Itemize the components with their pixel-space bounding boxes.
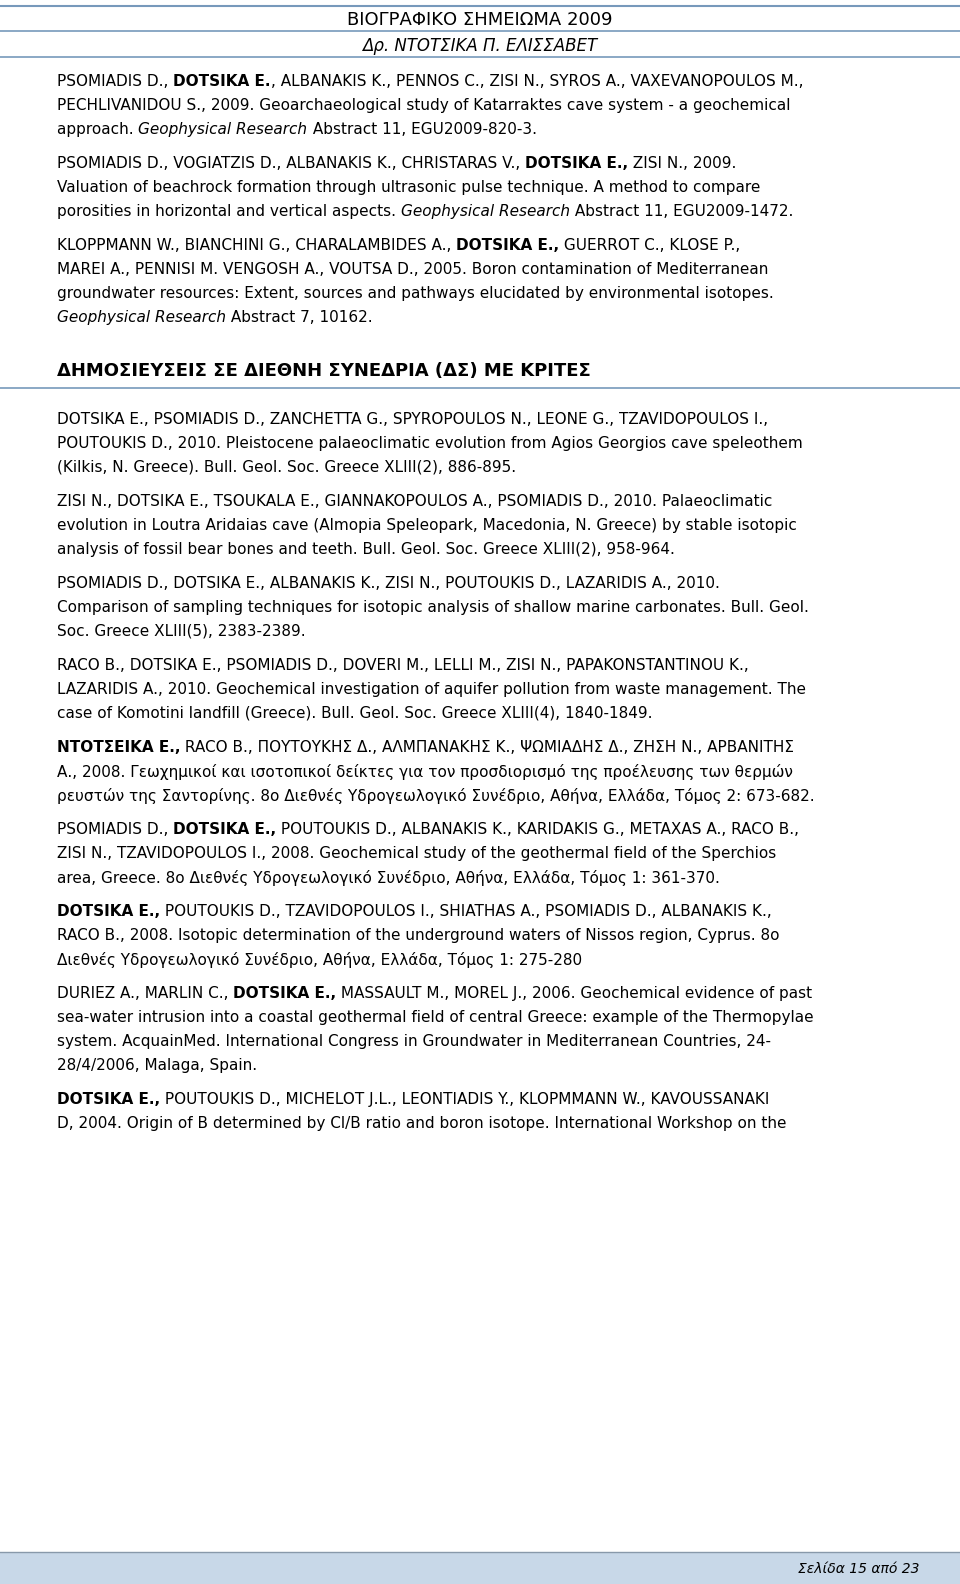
Text: RACO B., ΠΟΥΤΟΥΚΗΣ Δ., ΑΛΜΠΑΝΑΚΗΣ Κ., ΨΩΜΙΑΔΗΣ Δ., ΖΗΣΗ Ν., ΑΡΒΑΝΙΤΗΣ: RACO B., ΠΟΥΤΟΥΚΗΣ Δ., ΑΛΜΠΑΝΑΚΗΣ Κ., ΨΩ… bbox=[180, 740, 795, 756]
Text: Σελίδα 15 από 23: Σελίδα 15 από 23 bbox=[799, 1562, 920, 1576]
Text: DOTSIKA E.,: DOTSIKA E., bbox=[57, 904, 160, 919]
Text: POUTOUKIS D., ALBANAKIS K., KARIDAKIS G., METAXAS A., RACO B.,: POUTOUKIS D., ALBANAKIS K., KARIDAKIS G.… bbox=[276, 822, 800, 836]
Text: system. AcquainMed. International Congress in Groundwater in Mediterranean Count: system. AcquainMed. International Congre… bbox=[57, 1034, 771, 1049]
Text: POUTOUKIS D., 2010. Pleistocene palaeoclimatic evolution from Agios Georgios cav: POUTOUKIS D., 2010. Pleistocene palaeocl… bbox=[57, 436, 803, 451]
Text: evolution in Loutra Aridaias cave (Almopia Speleopark, Macedonia, N. Greece) by : evolution in Loutra Aridaias cave (Almop… bbox=[57, 518, 797, 532]
Text: Abstract 11, EGU2009-820-3.: Abstract 11, EGU2009-820-3. bbox=[307, 122, 537, 136]
Text: DOTSIKA E.,: DOTSIKA E., bbox=[456, 238, 560, 253]
Text: DOTSIKA E.,: DOTSIKA E., bbox=[233, 985, 337, 1001]
Text: PECHLIVANIDOU S., 2009. Geoarchaeological study of Katarraktes cave system - a g: PECHLIVANIDOU S., 2009. Geoarchaeologica… bbox=[57, 98, 790, 112]
Text: Valuation of beachrock formation through ultrasonic pulse technique. A method to: Valuation of beachrock formation through… bbox=[57, 181, 760, 195]
Text: sea-water intrusion into a coastal geothermal field of central Greece: example o: sea-water intrusion into a coastal geoth… bbox=[57, 1011, 814, 1025]
Text: DOTSIKA E.,: DOTSIKA E., bbox=[57, 1091, 160, 1107]
Text: Geophysical Research: Geophysical Research bbox=[401, 204, 570, 219]
Text: RACO B., 2008. Isotopic determination of the underground waters of Nissos region: RACO B., 2008. Isotopic determination of… bbox=[57, 928, 780, 942]
Text: PSOMIADIS D.,: PSOMIADIS D., bbox=[57, 74, 173, 89]
Text: groundwater resources: Extent, sources and pathways elucidated by environmental : groundwater resources: Extent, sources a… bbox=[57, 287, 774, 301]
Text: porosities in horizontal and vertical aspects.: porosities in horizontal and vertical as… bbox=[57, 204, 401, 219]
Text: analysis of fossil bear bones and teeth. Bull. Geol. Soc. Greece XLIII(2), 958-9: analysis of fossil bear bones and teeth.… bbox=[57, 542, 675, 558]
Text: DOTSIKA E.,: DOTSIKA E., bbox=[525, 155, 628, 171]
Text: ZISI N., TZAVIDOPOULOS I., 2008. Geochemical study of the geothermal field of th: ZISI N., TZAVIDOPOULOS I., 2008. Geochem… bbox=[57, 846, 777, 862]
Text: POUTOUKIS D., MICHELOT J.L., LEONTIADIS Y., KLOPMMANN W., KAVOUSSANAKI: POUTOUKIS D., MICHELOT J.L., LEONTIADIS … bbox=[160, 1091, 770, 1107]
Text: ρευστών της Σαντορίνης. 8ο Διεθνές Υδρογεωλογικό Συνέδριο, Αθήνα, Ελλάδα, Τόμος : ρευστών της Σαντορίνης. 8ο Διεθνές Υδρογ… bbox=[57, 787, 815, 805]
Text: Δρ. ΝΤΟΤΣΙΚΑ Π. ΕΛΙΣΣΑΒΕΤ: Δρ. ΝΤΟΤΣΙΚΑ Π. ΕΛΙΣΣΑΒΕΤ bbox=[363, 36, 597, 55]
Text: PSOMIADIS D.,: PSOMIADIS D., bbox=[57, 822, 173, 836]
Text: (Kilkis, N. Greece). Bull. Geol. Soc. Greece XLIII(2), 886-895.: (Kilkis, N. Greece). Bull. Geol. Soc. Gr… bbox=[57, 459, 516, 475]
Text: D, 2004. Origin of B determined by Cl/B ratio and boron isotope. International W: D, 2004. Origin of B determined by Cl/B … bbox=[57, 1117, 786, 1131]
Text: DURIEZ A., MARLIN C.,: DURIEZ A., MARLIN C., bbox=[57, 985, 233, 1001]
Text: Soc. Greece XLIII(5), 2383-2389.: Soc. Greece XLIII(5), 2383-2389. bbox=[57, 624, 305, 638]
Text: Abstract 7, 10162.: Abstract 7, 10162. bbox=[226, 310, 372, 325]
Text: DOTSIKA E.: DOTSIKA E. bbox=[173, 74, 271, 89]
Text: approach.: approach. bbox=[57, 122, 138, 136]
Text: PSOMIADIS D., VOGIATZIS D., ALBANAKIS K., CHRISTARAS V.,: PSOMIADIS D., VOGIATZIS D., ALBANAKIS K.… bbox=[57, 155, 525, 171]
Text: GUERROT C., KLOSE P.,: GUERROT C., KLOSE P., bbox=[560, 238, 740, 253]
Text: POUTOUKIS D., TZAVIDOPOULOS I., SHIATHAS A., PSOMIADIS D., ALBANAKIS K.,: POUTOUKIS D., TZAVIDOPOULOS I., SHIATHAS… bbox=[160, 904, 772, 919]
Text: , ALBANAKIS K., PENNOS C., ZISI N., SYROS A., VAXEVANOPOULOS M.,: , ALBANAKIS K., PENNOS C., ZISI N., SYRO… bbox=[271, 74, 804, 89]
Text: Comparison of sampling techniques for isotopic analysis of shallow marine carbon: Comparison of sampling techniques for is… bbox=[57, 600, 809, 615]
Text: area, Greece. 8ο Διεθνές Υδρογεωλογικό Συνέδριο, Αθήνα, Ελλάδα, Τόμος 1: 361-370: area, Greece. 8ο Διεθνές Υδρογεωλογικό Σ… bbox=[57, 870, 720, 885]
Text: DOTSIKA E.,: DOTSIKA E., bbox=[173, 822, 276, 836]
Text: Abstract 11, EGU2009-1472.: Abstract 11, EGU2009-1472. bbox=[570, 204, 793, 219]
Text: RACO B., DOTSIKA E., PSOMIADIS D., DOVERI M., LELLI M., ZISI N., PAPAKONSTANTINO: RACO B., DOTSIKA E., PSOMIADIS D., DOVER… bbox=[57, 657, 749, 673]
Text: PSOMIADIS D., DOTSIKA E., ALBANAKIS K., ZISI N., POUTOUKIS D., LAZARIDIS A., 201: PSOMIADIS D., DOTSIKA E., ALBANAKIS K., … bbox=[57, 577, 720, 591]
Text: LAZARIDIS A., 2010. Geochemical investigation of aquifer pollution from waste ma: LAZARIDIS A., 2010. Geochemical investig… bbox=[57, 683, 806, 697]
Text: ZISI N., 2009.: ZISI N., 2009. bbox=[628, 155, 736, 171]
Text: ZISI N., DOTSIKA E., TSOUKALA E., GIANNAKOPOULOS A., PSOMIADIS D., 2010. Palaeoc: ZISI N., DOTSIKA E., TSOUKALA E., GIANNA… bbox=[57, 494, 773, 508]
Text: case of Komotini landfill (Greece). Bull. Geol. Soc. Greece XLIII(4), 1840-1849.: case of Komotini landfill (Greece). Bull… bbox=[57, 706, 653, 721]
Text: Geophysical Research: Geophysical Research bbox=[57, 310, 226, 325]
Text: 28/4/2006, Malaga, Spain.: 28/4/2006, Malaga, Spain. bbox=[57, 1058, 257, 1072]
Text: Διεθνές Υδρογεωλογικό Συνέδριο, Αθήνα, Ελλάδα, Τόμος 1: 275-280: Διεθνές Υδρογεωλογικό Συνέδριο, Αθήνα, Ε… bbox=[57, 952, 582, 968]
Text: ΔΗΜΟΣΙΕΥΣΕΙΣ ΣΕ ΔΙΕΘΝΗ ΣΥΝΕΔΡΙΑ (ΔΣ) ΜΕ ΚΡΙΤΕΣ: ΔΗΜΟΣΙΕΥΣΕΙΣ ΣΕ ΔΙΕΘΝΗ ΣΥΝΕΔΡΙΑ (ΔΣ) ΜΕ … bbox=[57, 363, 590, 380]
Text: KLOPPMANN W., BIANCHINI G., CHARALAMBIDES A.,: KLOPPMANN W., BIANCHINI G., CHARALAMBIDE… bbox=[57, 238, 456, 253]
Bar bbox=[0, 1552, 960, 1584]
Text: Α., 2008. Γεωχημικοί και ισοτοπικοί δείκτες για τον προσδιορισμό της προέλευσης : Α., 2008. Γεωχημικοί και ισοτοπικοί δείκ… bbox=[57, 763, 793, 779]
Text: ΝΤΟΤΣΕΙΚΑ Ε.,: ΝΤΟΤΣΕΙΚΑ Ε., bbox=[57, 740, 180, 756]
Text: DOTSIKA E., PSOMIADIS D., ZANCHETTA G., SPYROPOULOS N., LEONE G., TZAVIDOPOULOS : DOTSIKA E., PSOMIADIS D., ZANCHETTA G., … bbox=[57, 412, 768, 428]
Text: ΒΙΟΓΡΑΦΙΚΟ ΣΗΜΕΙΩΜΑ 2009: ΒΙΟΓΡΑΦΙΚΟ ΣΗΜΕΙΩΜΑ 2009 bbox=[348, 11, 612, 29]
Text: Geophysical Research: Geophysical Research bbox=[138, 122, 307, 136]
Text: MASSAULT M., MOREL J., 2006. Geochemical evidence of past: MASSAULT M., MOREL J., 2006. Geochemical… bbox=[337, 985, 812, 1001]
Text: MAREI A., PENNISI M. VENGOSH A., VOUTSA D., 2005. Boron contamination of Mediter: MAREI A., PENNISI M. VENGOSH A., VOUTSA … bbox=[57, 261, 768, 277]
